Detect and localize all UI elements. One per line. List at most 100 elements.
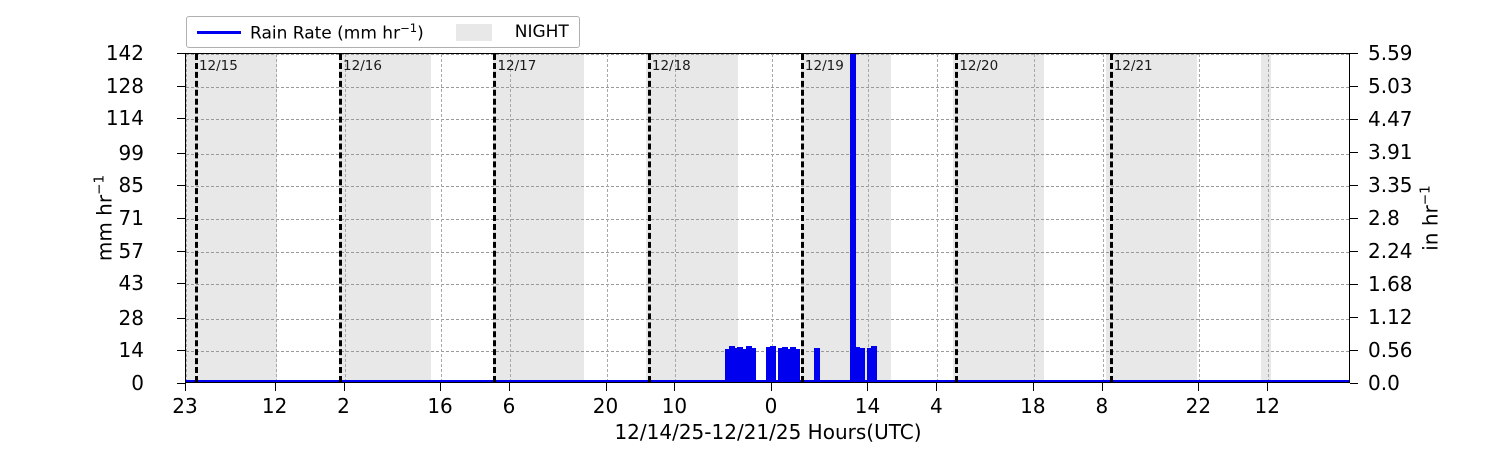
y-axis-left-tick-label: 142 [105,41,144,65]
vertical-gridline [344,54,346,382]
night-band [493,54,585,382]
rain-rate-bar [786,348,793,382]
rain-rate-bar [745,345,752,382]
vertical-gridline [868,54,870,382]
x-axis-tick [185,383,186,391]
y-axis-right-tick [1350,119,1358,121]
rain-rate-baseline [186,380,1349,382]
night-band [646,54,739,382]
legend-label-rain-rate-suffix: ) [417,23,424,44]
x-axis-tick [605,383,607,391]
x-axis-tick [1101,383,1103,391]
y-axis-left-tick [177,53,185,54]
y-axis-left-tick [177,283,185,285]
y-axis-right-tick [1350,349,1358,351]
y-axis-right-tick [1350,217,1358,219]
y-axis-left-tick [177,118,185,120]
y-axis-right-tick-label: 1.12 [1368,304,1413,329]
rain-rate-bar [854,346,861,382]
y-axis-right-tick-label: 0.56 [1368,337,1413,362]
rain-rate-bar [870,346,877,382]
y-axis-right-tick-label: 2.24 [1368,238,1413,263]
x-axis-tick-label: 12 [261,394,288,418]
x-axis-tick [1267,383,1269,391]
y-axis-right-tick [1350,152,1358,154]
y-axis-right-tick-label: 3.35 [1368,173,1413,198]
y-axis-left-tick [177,383,185,384]
vertical-gridline [441,54,443,382]
horizontal-gridline [186,219,1349,220]
y-axis-right-tick [1350,86,1358,88]
y-axis-left-tick [177,218,185,219]
rain-rate-bar [777,347,784,382]
vertical-gridline [937,54,939,382]
vertical-gridline [509,54,511,382]
x-axis-tick [1198,383,1200,391]
legend-label-rain-rate: Rain Rate (mm hr−1) [250,21,424,44]
y-axis-left-title-text: mm hr [92,194,117,262]
day-boundary-label: 12/17 [497,58,537,74]
rain-rate-bar [813,348,820,382]
vertical-gridline [771,54,773,382]
y-axis-right-tick-label: 4.47 [1368,107,1413,132]
vertical-gridline [1033,54,1035,382]
x-axis-tick-label: 10 [661,394,688,418]
legend-label-rain-rate-text: Rain Rate (mm hr [250,23,401,44]
x-axis-tick-label: 6 [502,394,516,418]
night-band [339,54,432,382]
rain-rate-bar [790,347,797,382]
y-axis-right-tick-label: 0.0 [1368,371,1400,395]
x-axis-tick-label: 4 [930,394,943,418]
y-axis-right-tick-label: 1.68 [1368,271,1413,296]
y-axis-left-tick [177,152,185,154]
night-band [186,54,277,382]
day-boundary-line [194,54,198,382]
y-axis-right-tick [1350,283,1358,285]
y-axis-right-tick-label: 5.59 [1368,41,1413,65]
y-axis-right-tick [1350,383,1358,384]
vertical-gridline [606,54,608,382]
vertical-gridline [1199,54,1201,382]
day-boundary-line [800,54,804,382]
vertical-gridline [275,54,277,382]
y-axis-right-title: in hr−1 [1418,185,1443,251]
y-axis-right-title-text: in hr [1418,205,1443,251]
horizontal-gridline [186,153,1349,155]
legend-patch-swatch-night [455,23,492,41]
rain-rate-bar [782,346,789,382]
y-axis-left-tick [177,185,185,187]
y-axis-right-tick [1350,250,1358,252]
y-axis-left-tick-label: 71 [118,206,144,230]
x-axis-tick-label: 0 [764,394,778,418]
rain-rate-bar [794,348,801,382]
y-axis-left-tick [177,317,185,319]
y-axis-right-tick-label: 3.91 [1368,140,1413,165]
x-axis-tick [274,383,276,391]
legend-item-night: NIGHT [455,22,569,42]
y-axis-left-tick-label: 85 [118,173,144,198]
x-axis-tick-label: 18 [1020,394,1046,418]
y-axis-right-tick [1350,53,1358,54]
plot-area: 12/15 12/16 12/17 12/18 12/19 12/20 12/21 [185,53,1350,383]
day-boundary-label: 12/19 [804,58,844,74]
day-boundary-label: 12/16 [343,58,382,74]
y-axis-left-tick [177,250,185,252]
horizontal-gridline [186,86,1349,88]
y-axis-left-tick [177,85,185,87]
rain-rate-bar [737,346,744,382]
x-axis-tick-label: 20 [592,394,619,418]
vertical-gridline [675,54,677,382]
day-boundary-line [339,54,343,382]
x-axis-tick-label: 23 [172,394,198,418]
plot-clip-region: 12/15 12/16 12/17 12/18 12/19 12/20 12/21 [186,54,1349,382]
y-axis-left-tick-label: 14 [118,338,144,363]
vertical-gridline [186,54,187,382]
legend-label-night: NIGHT [514,22,569,42]
vertical-gridline [1102,54,1104,382]
x-axis-tick-label: 2 [337,394,350,418]
x-axis-tick-label: 12 [1254,394,1280,418]
y-axis-left-tick-label: 0 [131,371,144,395]
horizontal-gridline [186,119,1349,121]
x-axis-tick [936,383,938,391]
